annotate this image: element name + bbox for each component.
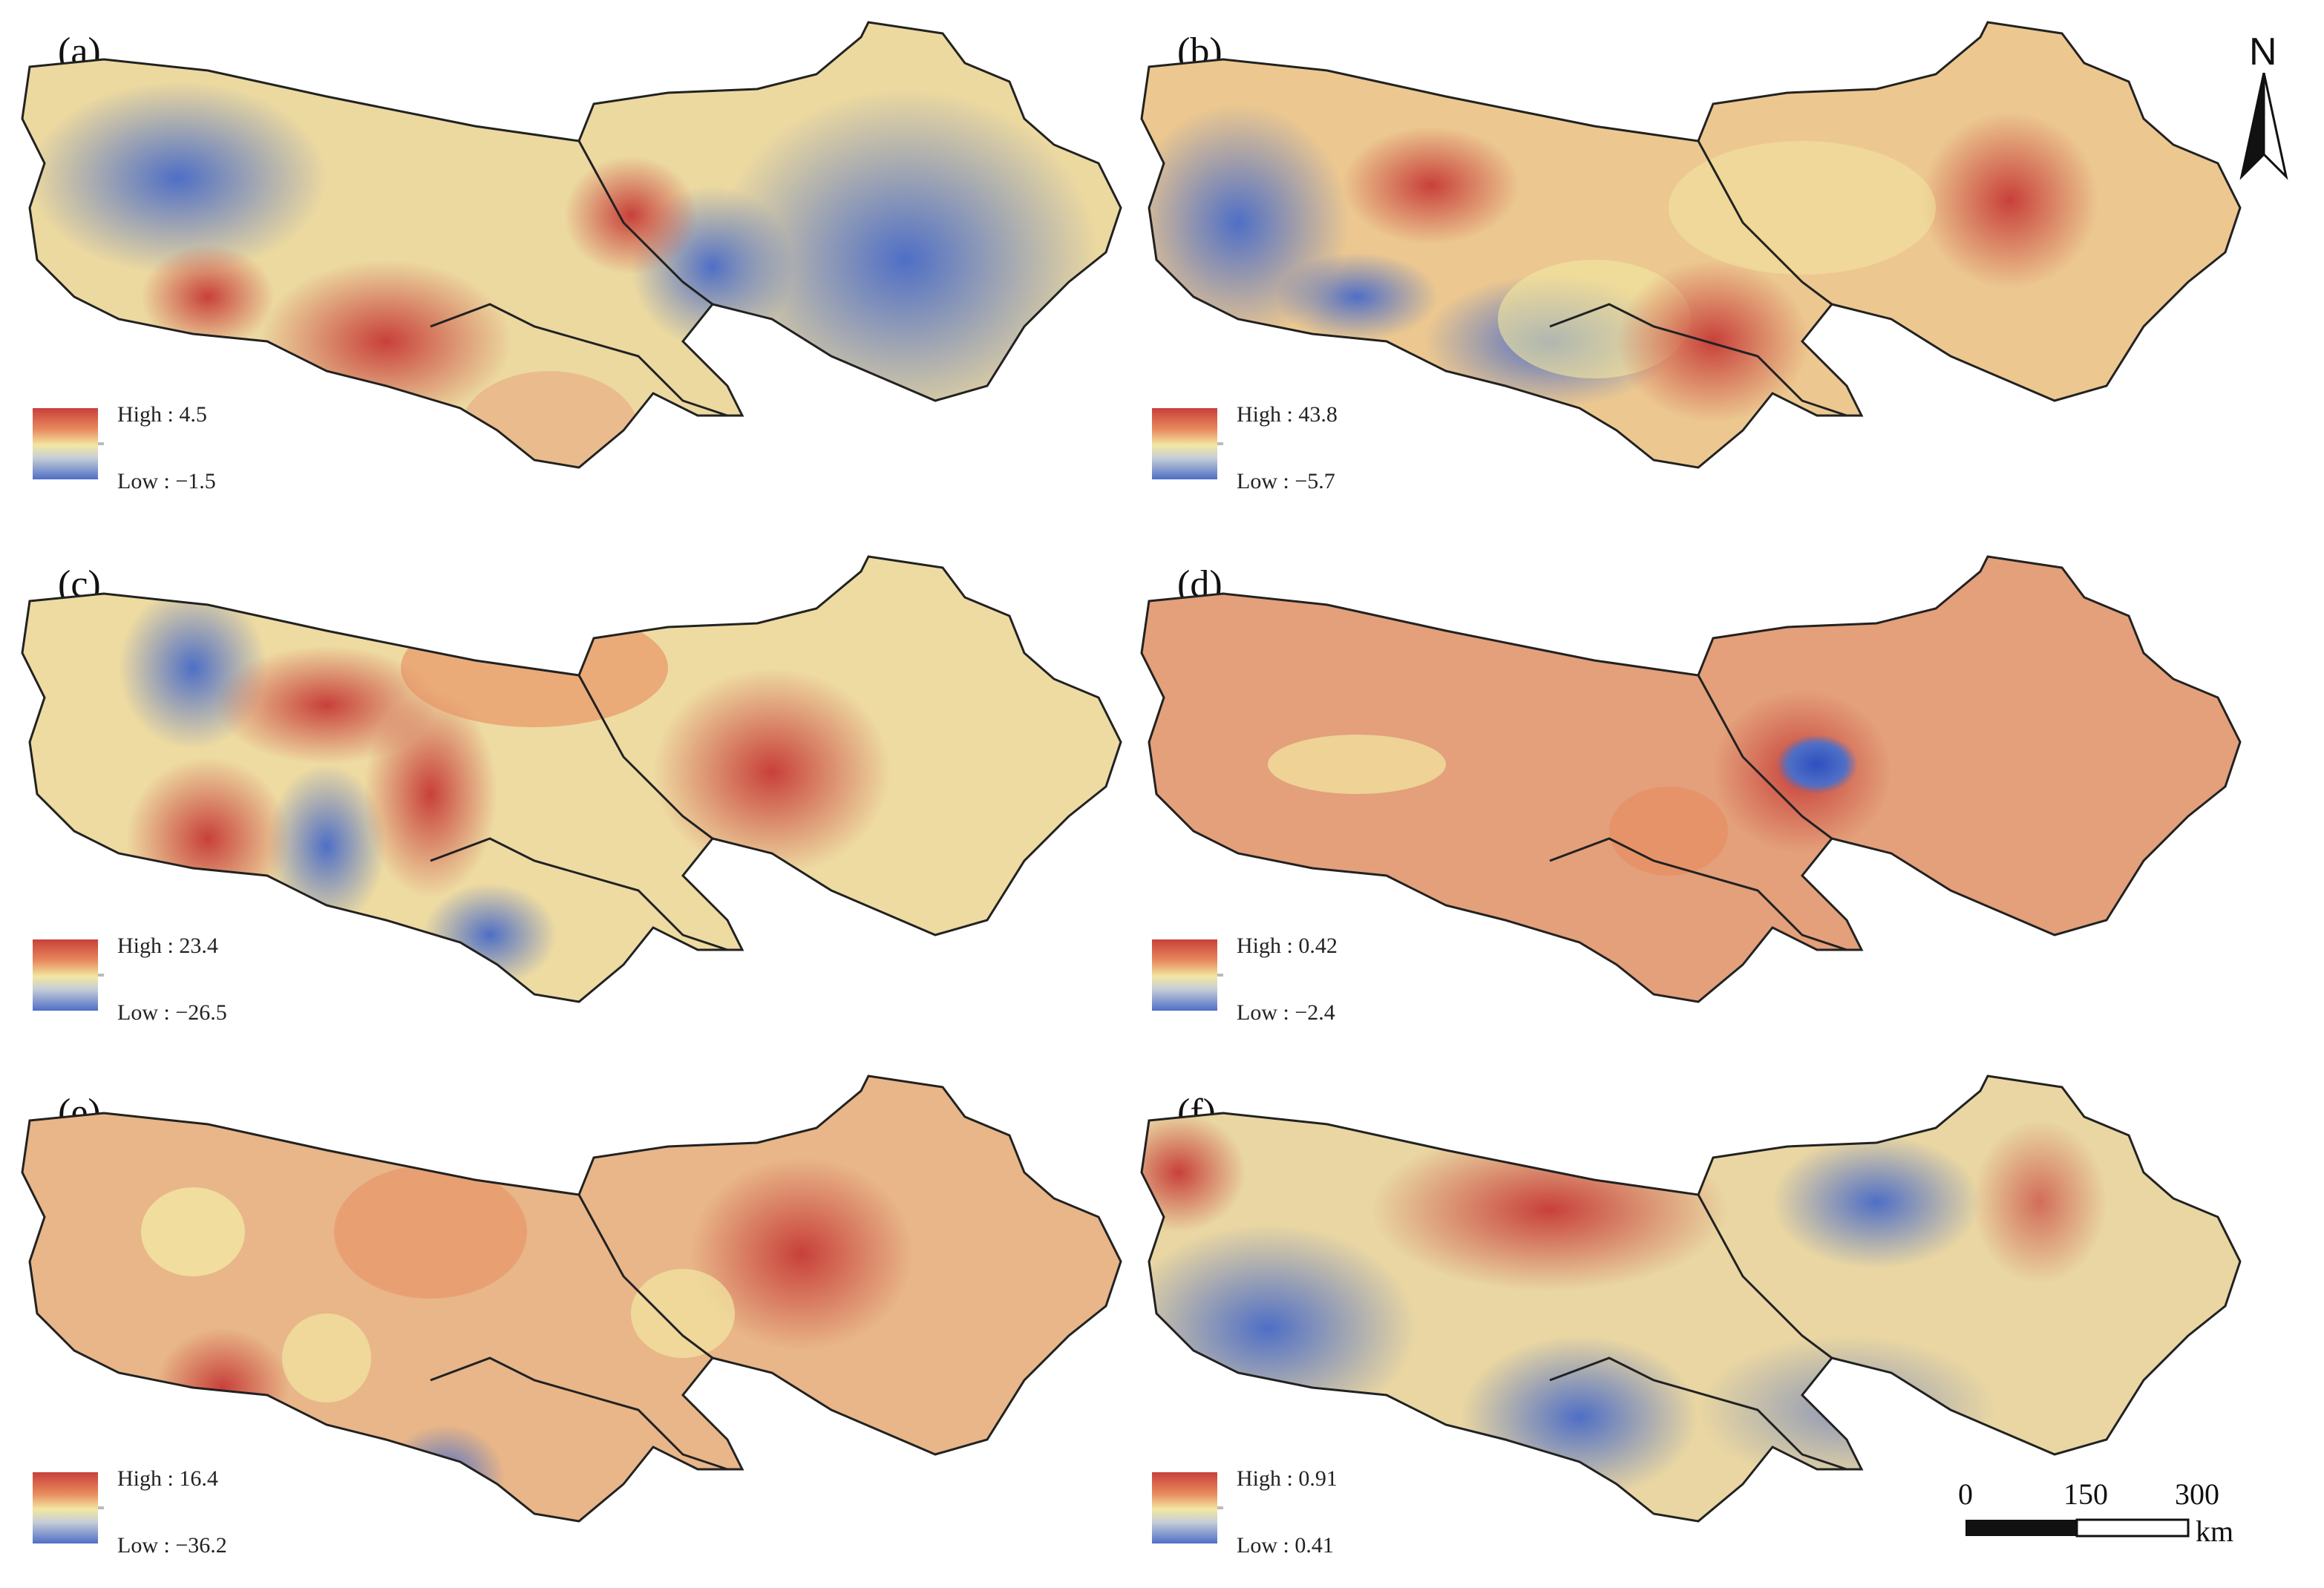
legend-high-label: High : 4.5 — [117, 402, 207, 427]
legend-tick — [1217, 1506, 1223, 1509]
north-arrow-icon — [2239, 73, 2288, 180]
legend-color-ramp — [33, 1472, 98, 1543]
legend-color-ramp — [33, 939, 98, 1011]
legend-low-label: Low : −36.2 — [117, 1533, 227, 1558]
map-panel-a: (a) High : 4.5 Low : −1.5 — [15, 15, 1173, 534]
choropleth-map — [1140, 555, 2242, 1003]
legend-tick — [98, 974, 104, 977]
legend-low-label: Low : −26.5 — [117, 1000, 227, 1025]
legend-high-label: High : 16.4 — [117, 1466, 218, 1491]
map-panel-e: (e) High : 16.4 Low : −36.2 — [15, 1069, 1173, 1588]
legend-color-ramp — [1152, 1472, 1217, 1543]
scale-unit: km — [2196, 1515, 2234, 1548]
legend-color-ramp — [1152, 939, 1217, 1011]
legend-low-label: Low : −5.7 — [1237, 469, 1335, 493]
scale-bar-graphic — [1965, 1518, 2190, 1538]
legend-high-label: High : 43.8 — [1237, 402, 1338, 427]
legend-low-label: Low : −2.4 — [1237, 1000, 1335, 1025]
map-panel-d: (d) High : 0.42 Low : −2.4 — [1134, 549, 2292, 1069]
scale-tick-label: 150 — [2063, 1477, 2108, 1511]
legend-tick — [1217, 974, 1223, 977]
legend-low-label: Low : −1.5 — [117, 469, 216, 493]
choropleth-map — [1140, 21, 2242, 469]
choropleth-map — [1140, 1074, 2242, 1523]
legend-color-ramp — [1152, 408, 1217, 479]
map-panel-f: (f) High : 0.91 Low : 0.41 — [1134, 1069, 2292, 1588]
legend-tick — [1217, 442, 1223, 445]
legend-high-label: High : 0.42 — [1237, 934, 1338, 958]
scale-tick-label: 300 — [2175, 1477, 2219, 1511]
legend-tick — [98, 442, 104, 445]
legend-tick — [98, 1506, 104, 1509]
legend-low-label: Low : 0.41 — [1237, 1533, 1334, 1558]
legend-high-label: High : 0.91 — [1237, 1466, 1338, 1491]
map-panel-b: (b) High : 43.8 Low : −5.7 — [1134, 15, 2292, 534]
map-panel-c: (c) High : 23.4 Low : −26.5 — [15, 549, 1173, 1069]
choropleth-map — [21, 21, 1122, 469]
scale-bar: 0 150 300 km — [1945, 1477, 2256, 1558]
scale-tick-label: 0 — [1958, 1477, 1973, 1511]
choropleth-map — [21, 1074, 1122, 1523]
legend-color-ramp — [33, 408, 98, 479]
north-letter: N — [2249, 30, 2277, 73]
choropleth-map — [21, 555, 1122, 1003]
north-arrow: N — [2234, 30, 2308, 186]
legend-high-label: High : 23.4 — [117, 934, 218, 958]
